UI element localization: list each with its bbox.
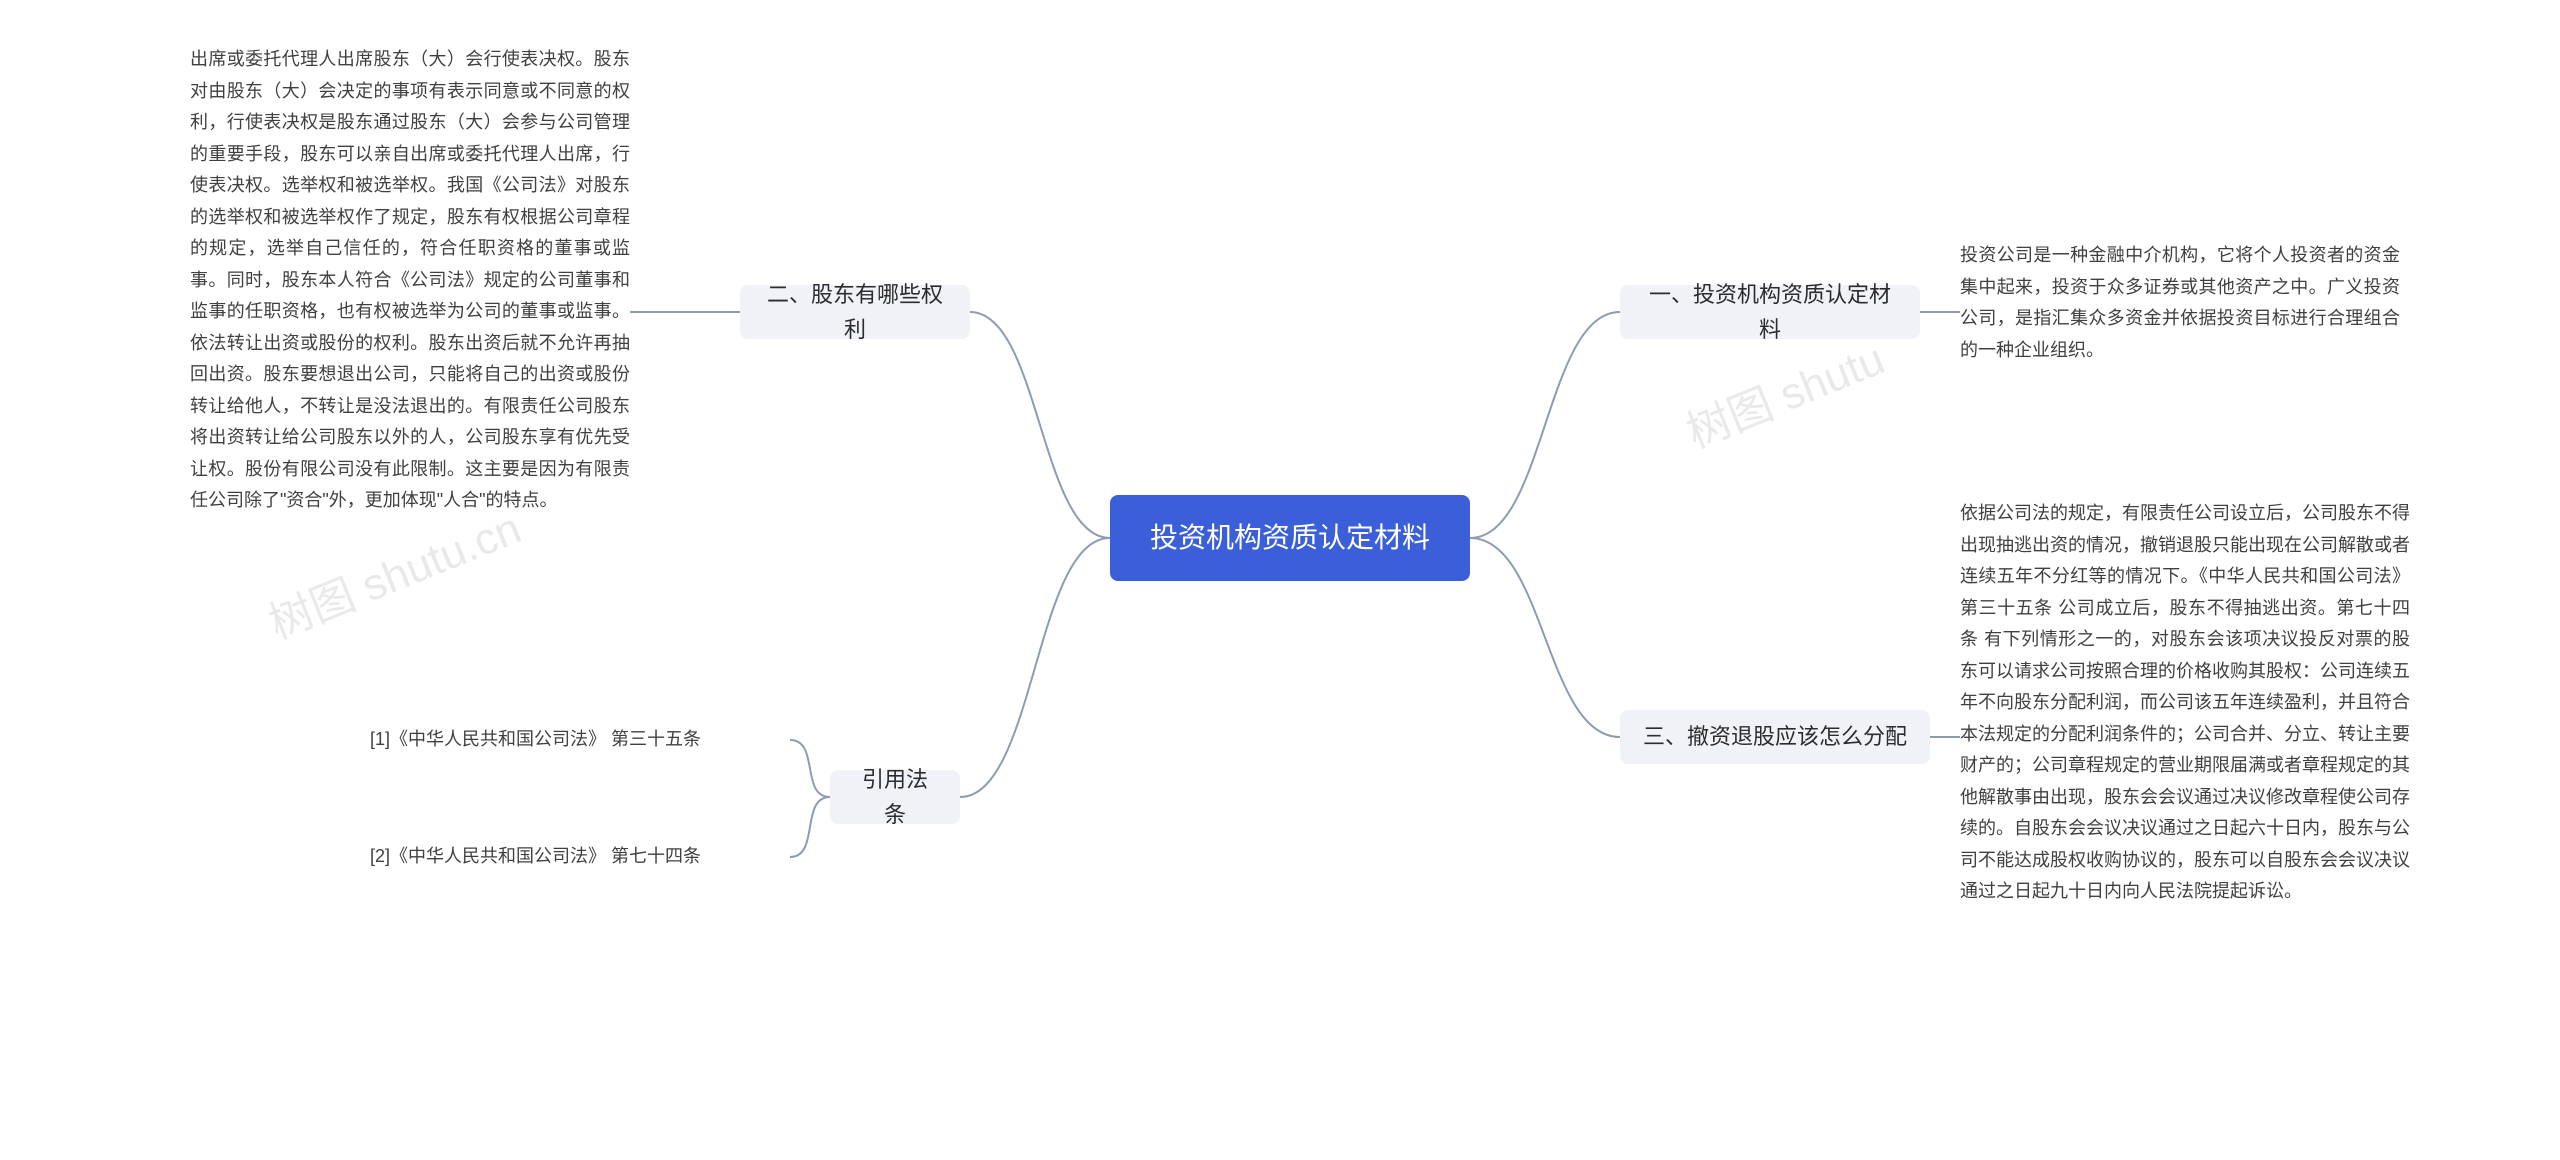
leaf-l2: 出席或委托代理人出席股东（大）会行使表决权。股东对由股东（大）会决定的事项有表示… bbox=[190, 44, 630, 517]
connector bbox=[790, 797, 830, 857]
leaf-r1: 投资公司是一种金融中介机构，它将个人投资者的资金集中起来，投资于众多证券或其他资… bbox=[1960, 240, 2400, 366]
connector bbox=[970, 312, 1110, 538]
leaf-l4-0: [1]《中华人民共和国公司法》 第三十五条 bbox=[370, 725, 790, 754]
connector bbox=[790, 740, 830, 797]
leaf-r3: 依据公司法的规定，有限责任公司设立后，公司股东不得出现抽逃出资的情况，撤销退股只… bbox=[1960, 498, 2410, 908]
connector bbox=[1470, 538, 1620, 737]
connector bbox=[1470, 312, 1620, 538]
mindmap-canvas: 投资机构资质认定材料 一、投资机构资质认定材料 投资公司是一种金融中介机构，它将… bbox=[0, 0, 2560, 1160]
branch-node-r1[interactable]: 一、投资机构资质认定材料 bbox=[1620, 285, 1920, 339]
center-node[interactable]: 投资机构资质认定材料 bbox=[1110, 495, 1470, 581]
leaf-l4-1: [2]《中华人民共和国公司法》 第七十四条 bbox=[370, 842, 790, 871]
connector bbox=[960, 538, 1110, 797]
branch-node-l2[interactable]: 二、股东有哪些权利 bbox=[740, 285, 970, 339]
branch-node-r3[interactable]: 三、撤资退股应该怎么分配 bbox=[1620, 710, 1930, 764]
branch-node-l4[interactable]: 引用法条 bbox=[830, 770, 960, 824]
